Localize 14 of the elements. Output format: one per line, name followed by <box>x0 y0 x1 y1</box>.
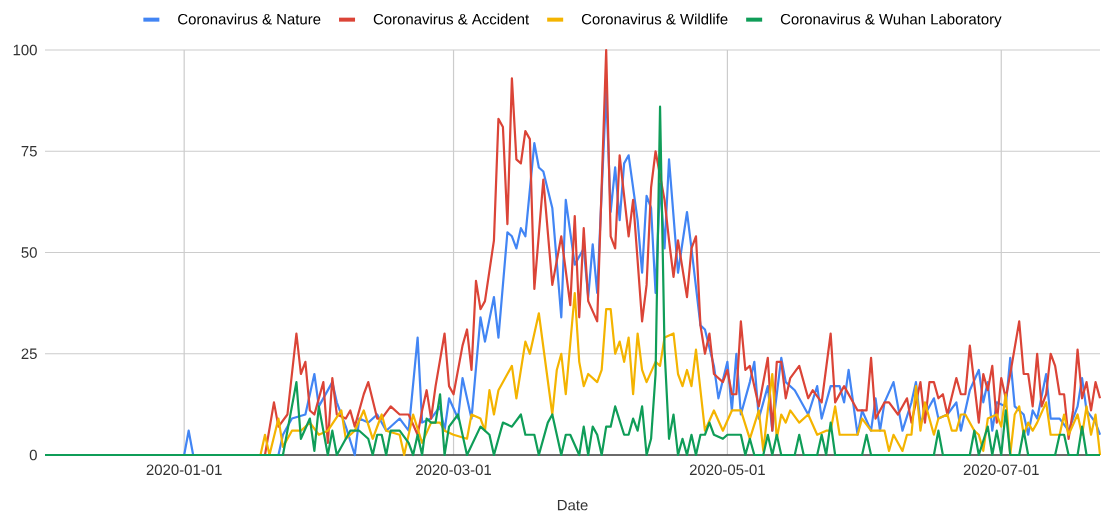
y-tick-label: 25 <box>21 348 37 360</box>
x-tick-label: 2020-03-01 <box>416 464 492 476</box>
x-tick-label: 2020-07-01 <box>963 464 1039 476</box>
x-tick-label: 2020-01-01 <box>146 464 222 476</box>
x-axis-title: Date <box>557 499 588 511</box>
legend-label: Coronavirus & Wuhan Laboratory <box>780 13 1002 28</box>
y-tick-label: 100 <box>13 44 37 56</box>
y-tick-label: 0 <box>29 449 37 461</box>
x-tick-label: 2020-05-01 <box>689 464 765 476</box>
y-tick-label: 75 <box>21 146 37 157</box>
legend-label: Coronavirus & Accident <box>373 13 530 25</box>
legend-label: Coronavirus & Nature <box>178 13 321 25</box>
legend-label: Coronavirus & Wildlife <box>581 13 728 25</box>
y-tick-label: 50 <box>21 247 37 258</box>
